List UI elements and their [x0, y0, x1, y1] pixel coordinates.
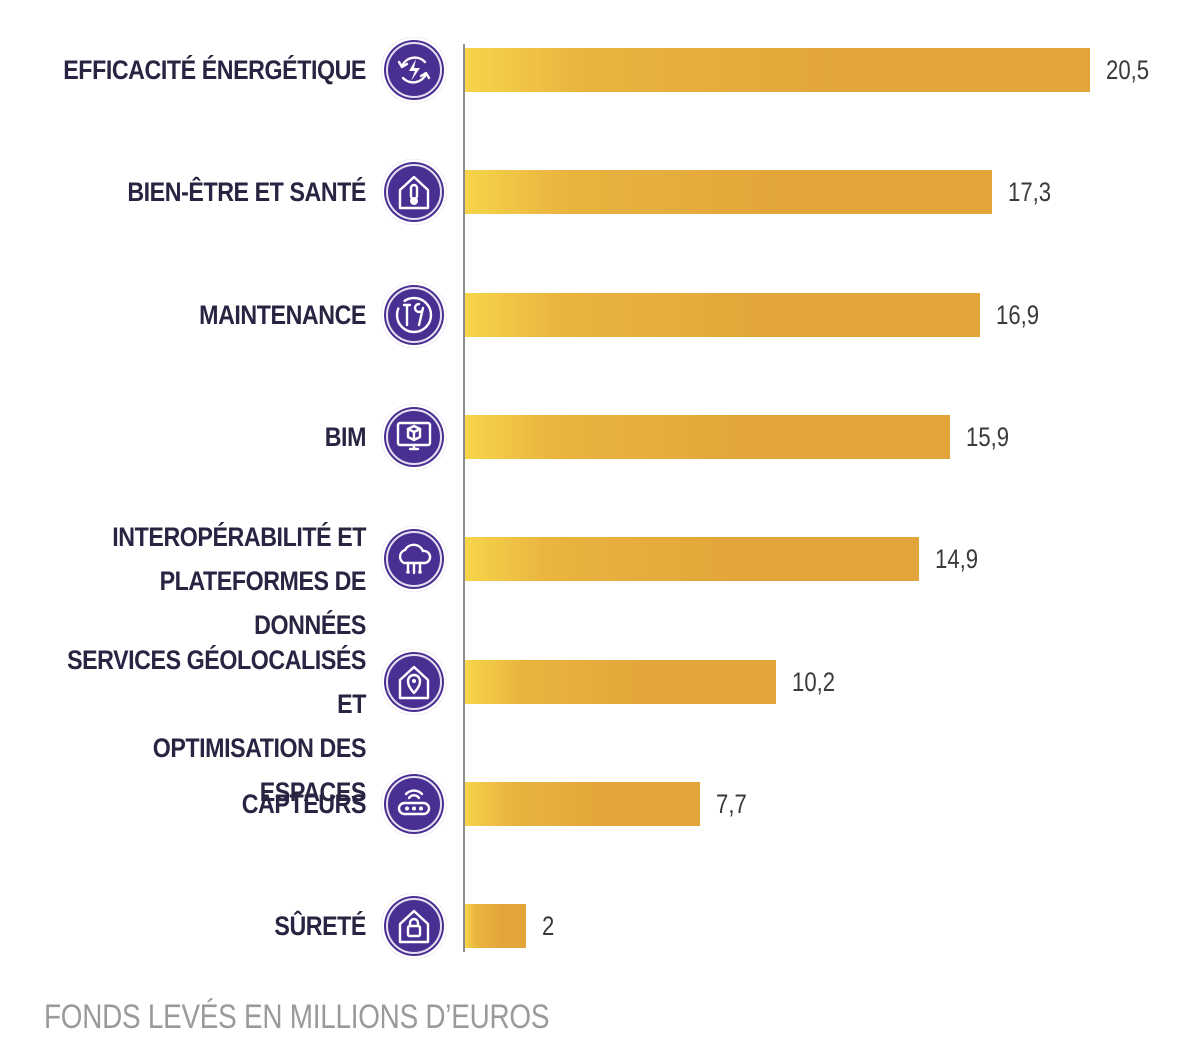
- category-label: BIEN-ÊTRE ET SANTÉ: [127, 177, 366, 207]
- bim-monitor-icon: [381, 404, 447, 470]
- y-axis-line: [463, 44, 465, 952]
- bar: [465, 415, 950, 459]
- bar: [465, 660, 776, 704]
- category-label: INTEROPÉRABILITÉ ET PLATEFORMES DE DONNÉ…: [112, 522, 366, 640]
- bar: [465, 170, 992, 214]
- bar: [465, 904, 526, 948]
- bar: [465, 293, 980, 337]
- tools-icon: [381, 282, 447, 348]
- value-label: 15,9: [966, 422, 1010, 452]
- value-label: 20,5: [1106, 55, 1150, 85]
- value-label: 10,2: [792, 667, 836, 697]
- bar: [465, 537, 919, 581]
- value-label: 16,9: [996, 300, 1040, 330]
- category-label: SERVICES GÉOLOCALISÉS ET OPTIMISATION DE…: [67, 645, 366, 807]
- value-label: 7,7: [716, 789, 747, 819]
- category-label: EFFICACITÉ ÉNERGÉTIQUE: [63, 55, 367, 85]
- value-label: 17,3: [1008, 177, 1052, 207]
- value-label: 14,9: [935, 544, 979, 574]
- category-label: MAINTENANCE: [199, 300, 366, 330]
- bar: [465, 48, 1090, 92]
- house-lock-icon: [381, 893, 447, 959]
- house-location-icon: [381, 649, 447, 715]
- energy-cycle-icon: [381, 37, 447, 103]
- category-label: BIM: [324, 422, 367, 452]
- house-thermometer-icon: [381, 159, 447, 225]
- bar: [465, 782, 700, 826]
- sensor-icon: [381, 771, 447, 837]
- cloud-network-icon: [381, 526, 447, 592]
- category-label: CAPTEURS: [241, 789, 367, 819]
- value-label: 2: [542, 911, 555, 941]
- x-axis-label: FONDS LEVÉS EN MILLIONS D’EUROS: [44, 998, 550, 1036]
- category-label: SÛRETÉ: [274, 911, 366, 941]
